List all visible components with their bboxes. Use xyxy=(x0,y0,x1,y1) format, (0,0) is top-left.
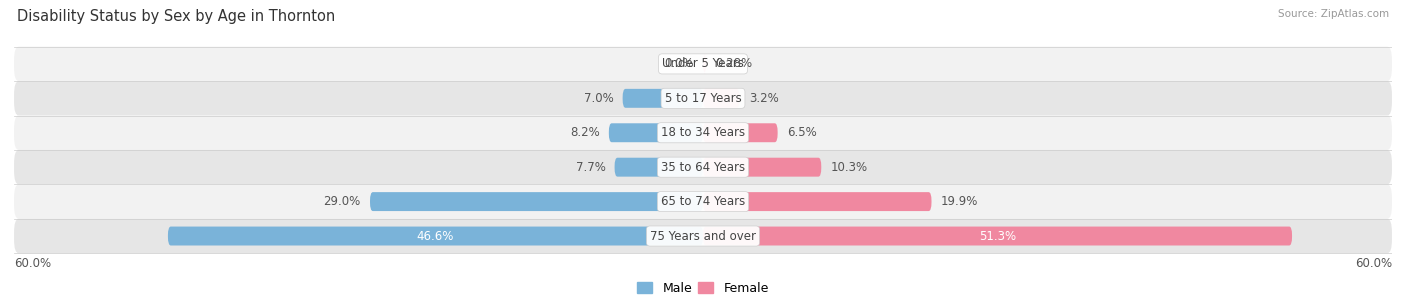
Text: 7.7%: 7.7% xyxy=(575,161,606,174)
FancyBboxPatch shape xyxy=(703,192,932,211)
FancyBboxPatch shape xyxy=(703,54,706,73)
Legend: Male, Female: Male, Female xyxy=(633,277,773,300)
Text: 60.0%: 60.0% xyxy=(14,257,51,270)
Text: Disability Status by Sex by Age in Thornton: Disability Status by Sex by Age in Thorn… xyxy=(17,9,335,24)
Text: 51.3%: 51.3% xyxy=(979,230,1017,243)
Text: 3.2%: 3.2% xyxy=(749,92,779,105)
Text: Under 5 Years: Under 5 Years xyxy=(662,57,744,71)
FancyBboxPatch shape xyxy=(370,192,703,211)
FancyBboxPatch shape xyxy=(609,123,703,142)
FancyBboxPatch shape xyxy=(14,219,1392,253)
Text: 18 to 34 Years: 18 to 34 Years xyxy=(661,126,745,139)
FancyBboxPatch shape xyxy=(167,226,703,246)
Text: 46.6%: 46.6% xyxy=(416,230,454,243)
FancyBboxPatch shape xyxy=(703,226,1292,246)
FancyBboxPatch shape xyxy=(14,150,1392,185)
Text: 8.2%: 8.2% xyxy=(569,126,599,139)
FancyBboxPatch shape xyxy=(623,89,703,108)
Text: 75 Years and over: 75 Years and over xyxy=(650,230,756,243)
Text: 6.5%: 6.5% xyxy=(787,126,817,139)
FancyBboxPatch shape xyxy=(14,185,1392,219)
Text: 60.0%: 60.0% xyxy=(1355,257,1392,270)
Text: 29.0%: 29.0% xyxy=(323,195,361,208)
FancyBboxPatch shape xyxy=(703,158,821,177)
Text: 65 to 74 Years: 65 to 74 Years xyxy=(661,195,745,208)
Text: Source: ZipAtlas.com: Source: ZipAtlas.com xyxy=(1278,9,1389,19)
FancyBboxPatch shape xyxy=(703,123,778,142)
FancyBboxPatch shape xyxy=(14,81,1392,116)
Text: 5 to 17 Years: 5 to 17 Years xyxy=(665,92,741,105)
Text: 0.28%: 0.28% xyxy=(716,57,752,71)
FancyBboxPatch shape xyxy=(14,47,1392,81)
Text: 19.9%: 19.9% xyxy=(941,195,979,208)
FancyBboxPatch shape xyxy=(614,158,703,177)
Text: 35 to 64 Years: 35 to 64 Years xyxy=(661,161,745,174)
Text: 0.0%: 0.0% xyxy=(664,57,693,71)
FancyBboxPatch shape xyxy=(14,116,1392,150)
Text: 7.0%: 7.0% xyxy=(583,92,613,105)
FancyBboxPatch shape xyxy=(703,89,740,108)
Text: 10.3%: 10.3% xyxy=(831,161,868,174)
